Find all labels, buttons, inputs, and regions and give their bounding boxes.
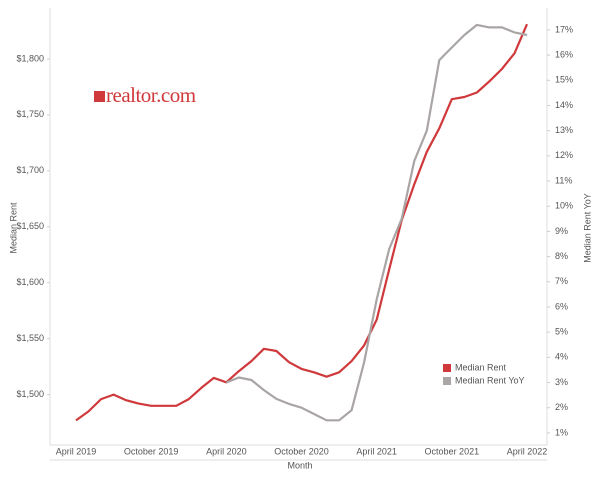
x-tick-label: April 2020: [206, 446, 247, 456]
x-axis-title: Month: [287, 460, 312, 470]
y2-tick-label: 6%: [555, 301, 568, 311]
legend-swatch: [443, 377, 451, 385]
y2-tick-label: 8%: [555, 251, 568, 261]
y-axis-title: Median Rent: [8, 202, 18, 254]
line: [75, 23, 529, 422]
y2-tick-label: 10%: [555, 201, 573, 211]
y2-axis-title: Median Rent YoY: [582, 193, 592, 263]
y2-tick-label: 13%: [555, 125, 573, 135]
x-tick-label: April 2021: [356, 446, 397, 456]
y-tick-label: $1,650: [16, 221, 44, 231]
y-tick-label: $1,600: [16, 277, 44, 287]
y2-tick-label: 2%: [555, 402, 568, 412]
x-tick-label: October 2019: [124, 446, 179, 456]
y2-tick-label: 1%: [555, 427, 568, 437]
y-tick-label: $1,550: [16, 333, 44, 343]
y2-tick-label: 15%: [555, 75, 573, 85]
legend-label: Median Rent YoY: [455, 375, 525, 385]
y-tick-label: $1,800: [16, 53, 44, 63]
y2-tick-label: 7%: [555, 276, 568, 286]
y-tick-label: $1,700: [16, 165, 44, 175]
y2-tick-label: 12%: [555, 150, 573, 160]
y2-tick-label: 4%: [555, 352, 568, 362]
y-tick-label: $1,750: [16, 109, 44, 119]
y2-tick-label: 3%: [555, 377, 568, 387]
y2-tick-label: 11%: [555, 175, 572, 185]
logo: realtor.com: [106, 83, 196, 107]
y2-tick-label: 17%: [555, 24, 573, 34]
x-tick-label: October 2021: [425, 446, 480, 456]
y2-tick-label: 5%: [555, 327, 568, 337]
y2-tick-label: 9%: [555, 226, 568, 236]
logo-icon: [94, 91, 105, 102]
line: [225, 23, 528, 422]
y-tick-label: $1,500: [16, 389, 44, 399]
x-tick-label: April 2022: [507, 446, 548, 456]
legend-swatch: [443, 364, 451, 372]
legend-label: Median Rent: [455, 362, 507, 372]
y2-tick-label: 16%: [555, 49, 573, 59]
x-tick-label: April 2019: [56, 446, 97, 456]
y2-tick-label: 14%: [555, 100, 573, 110]
x-tick-label: October 2020: [274, 446, 329, 456]
